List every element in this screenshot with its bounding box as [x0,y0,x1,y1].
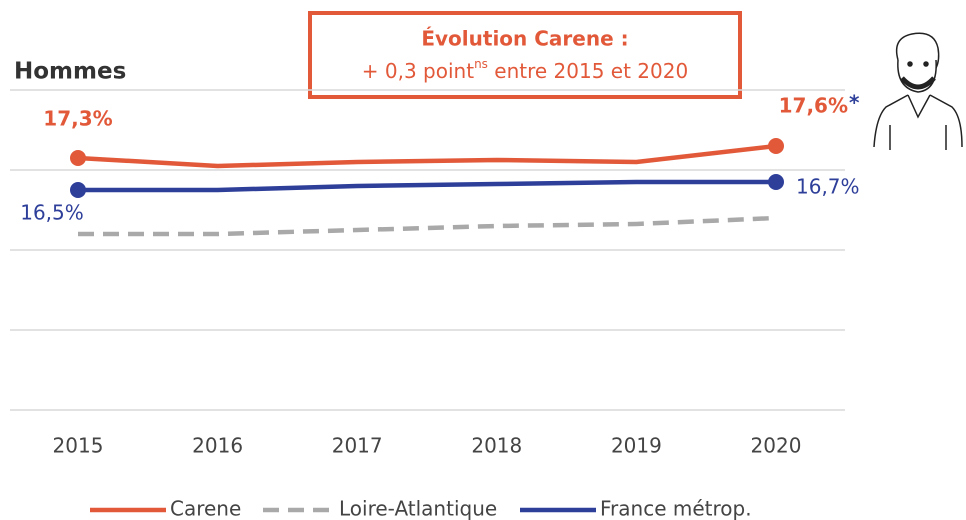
point [70,182,86,198]
legend-label: Loire-Atlantique [339,497,497,520]
significance-mark: * [849,91,860,115]
line [78,182,776,190]
legend-label: France métrop. [600,497,752,520]
annotation-text: + 0,3 pointns entre 2015 et 2020 [362,57,688,83]
x-tick-label: 2016 [192,434,243,458]
x-tick-label: 2018 [471,434,522,458]
value-label: 16,5% [20,201,84,225]
annotation-superscript: ns [474,57,488,71]
chart: Hommes Évolution Carene : + 0,3 pointns … [0,0,966,520]
annotation-title: Évolution Carene : [421,27,628,51]
person-icon [874,33,962,150]
value-label: 16,7% [796,175,860,199]
point [768,138,784,154]
point [768,174,784,190]
x-tick-label: 2017 [332,434,383,458]
x-tick-label: 2019 [611,434,662,458]
chart-subtitle: Hommes [14,59,126,85]
point [70,150,86,166]
x-tick-label: 2015 [53,434,104,458]
x-tick-label: 2020 [751,434,802,458]
annotation-text-before: + 0,3 point [362,59,474,83]
line [78,218,776,234]
value-label: 17,6% [779,94,848,118]
legend-label: Carene [170,497,241,520]
value-label: 17,3% [43,107,112,131]
line [78,146,776,166]
annotation-text-after: entre 2015 et 2020 [488,59,688,83]
